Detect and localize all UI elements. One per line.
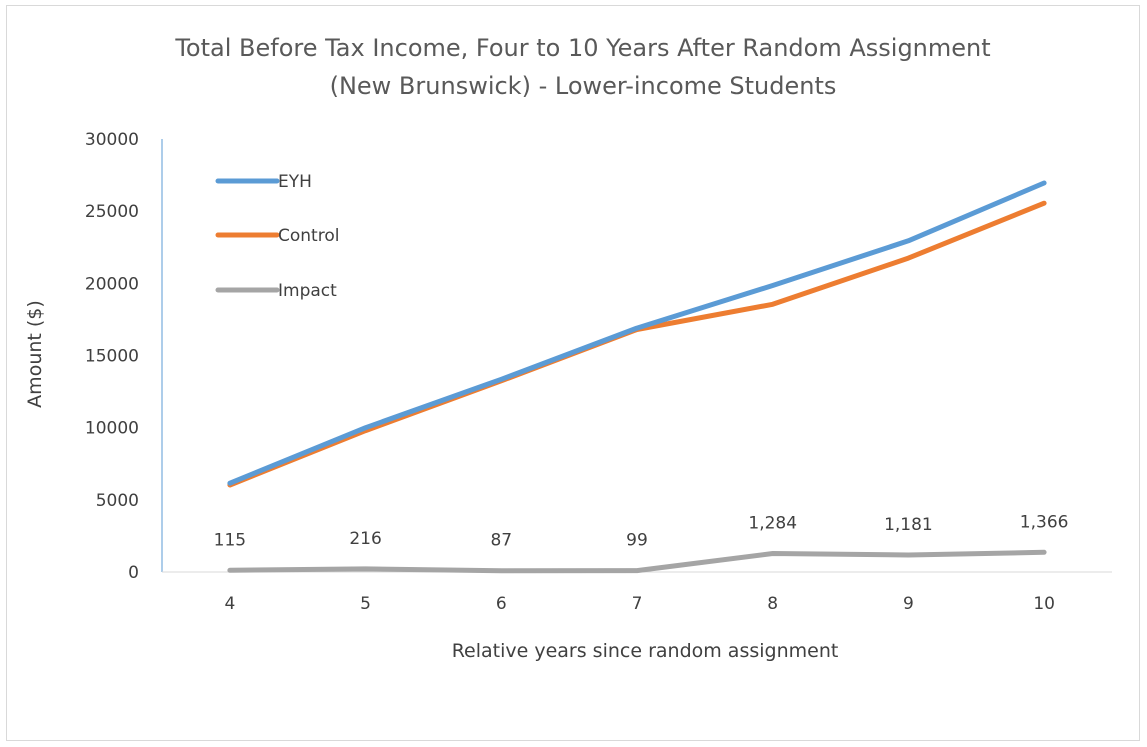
impact-data-label: 87 xyxy=(490,531,512,551)
x-tick-label: 8 xyxy=(767,594,778,614)
data-labels: 115 216 87 99 1,284 1,181 1,366 xyxy=(214,512,1069,550)
series-line-eyh xyxy=(227,180,1047,486)
impact-data-label: 115 xyxy=(214,530,246,550)
y-axis-title: Amount ($) xyxy=(24,300,46,408)
y-tick-label: 0 xyxy=(128,563,139,583)
x-tick-label: 9 xyxy=(903,594,914,614)
x-tick-label: 6 xyxy=(496,594,507,614)
y-tick-label: 30000 xyxy=(85,130,139,150)
legend: EYH Control Impact xyxy=(215,172,339,301)
y-tick-label: 15000 xyxy=(85,347,139,367)
chart-title-line-1: Total Before Tax Income, Four to 10 Year… xyxy=(174,34,990,62)
x-axis: 4 5 6 7 8 9 10 xyxy=(162,571,1112,614)
chart-title: Total Before Tax Income, Four to 10 Year… xyxy=(174,34,990,100)
series-line-control xyxy=(227,200,1047,488)
impact-data-label: 1,366 xyxy=(1020,512,1069,532)
legend-label-control: Control xyxy=(278,226,339,246)
y-tick-label: 5000 xyxy=(96,491,139,511)
impact-data-label: 216 xyxy=(349,529,381,549)
y-axis: 0 5000 10000 15000 20000 25000 30000 xyxy=(85,130,163,583)
impact-data-label: 1,181 xyxy=(884,515,933,535)
impact-data-label: 1,284 xyxy=(748,513,797,533)
legend-label-impact: Impact xyxy=(278,281,337,301)
series-line-impact xyxy=(227,549,1047,574)
chart-title-line-2: (New Brunswick) - Lower-income Students xyxy=(330,72,837,100)
legend-label-eyh: EYH xyxy=(278,172,312,192)
x-axis-title: Relative years since random assignment xyxy=(452,640,839,662)
x-tick-label: 5 xyxy=(360,594,371,614)
impact-data-label: 99 xyxy=(626,531,648,551)
y-tick-label: 20000 xyxy=(85,274,139,294)
x-tick-label: 4 xyxy=(224,594,235,614)
plot-series xyxy=(227,180,1047,574)
chart-frame xyxy=(6,5,1140,741)
x-tick-label: 10 xyxy=(1033,594,1055,614)
x-tick-label: 7 xyxy=(632,594,643,614)
y-tick-label: 10000 xyxy=(85,419,139,439)
y-tick-label: 25000 xyxy=(85,202,139,222)
